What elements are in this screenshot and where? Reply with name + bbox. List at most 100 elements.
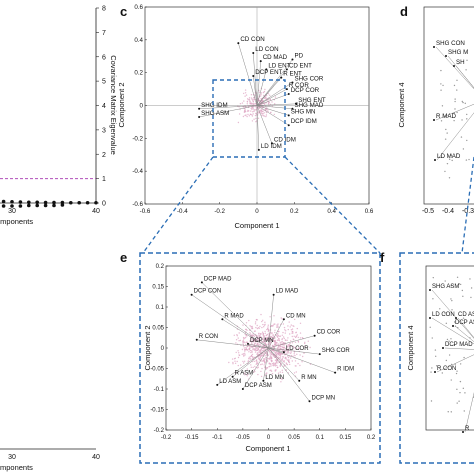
observation-point bbox=[454, 98, 456, 100]
observation-point bbox=[278, 338, 280, 340]
observation-point bbox=[260, 98, 262, 100]
loading-vector-label: R MAD bbox=[436, 113, 456, 120]
xtick-label: 0.4 bbox=[327, 208, 336, 215]
observation-point bbox=[257, 112, 259, 114]
observation-point bbox=[259, 340, 261, 342]
loading-vector bbox=[191, 294, 269, 349]
observation-point bbox=[252, 339, 254, 341]
d-xtick-label: -0.4 bbox=[442, 208, 454, 215]
observation-point bbox=[447, 411, 449, 413]
observation-point bbox=[296, 353, 298, 355]
ytick-label: -0.15 bbox=[150, 408, 164, 414]
observation-point bbox=[244, 352, 246, 354]
xtick-label: 0.05 bbox=[288, 435, 300, 441]
loading-vector-tip bbox=[257, 148, 260, 151]
observation-point bbox=[302, 355, 304, 358]
observation-point bbox=[277, 372, 280, 374]
ytick-label: -0.2 bbox=[154, 428, 165, 434]
cum-xtick-label: 40 bbox=[92, 454, 100, 461]
observation-point bbox=[278, 335, 280, 337]
observation-point bbox=[307, 340, 309, 342]
observation-point bbox=[278, 347, 280, 349]
observation-point bbox=[279, 342, 281, 344]
loading-vector-label: CD AS bbox=[458, 312, 474, 318]
observation-point bbox=[256, 344, 258, 346]
observation-point bbox=[287, 351, 289, 353]
observation-point bbox=[246, 345, 249, 348]
loading-vector-tip bbox=[282, 351, 285, 354]
observation-point bbox=[274, 103, 276, 105]
observation-point bbox=[244, 108, 246, 110]
loading-vector-label: DCP AS bbox=[455, 320, 474, 326]
observation-point bbox=[450, 154, 452, 156]
loading-vector-label: R COR bbox=[289, 82, 309, 89]
loading-vector-label: CD MN bbox=[286, 313, 306, 319]
observation-point bbox=[263, 341, 265, 343]
observation-point bbox=[277, 326, 279, 329]
observation-point bbox=[241, 353, 243, 356]
observation-point bbox=[243, 347, 245, 349]
loading-vector-tip bbox=[282, 318, 285, 321]
observation-point bbox=[446, 162, 449, 165]
eigen-point bbox=[60, 200, 65, 205]
ytick-label: 0.2 bbox=[134, 70, 143, 77]
observation-point bbox=[448, 340, 450, 342]
observation-point bbox=[289, 363, 291, 366]
d-y-label: Component 4 bbox=[397, 82, 406, 127]
ytick-label: 0.05 bbox=[152, 326, 164, 332]
observation-point bbox=[294, 354, 296, 357]
loading-vector bbox=[268, 347, 336, 373]
observation-point bbox=[295, 348, 297, 350]
observation-point bbox=[275, 351, 278, 353]
observation-point bbox=[257, 349, 259, 352]
observation-point bbox=[270, 370, 273, 372]
observation-point bbox=[289, 342, 291, 345]
eigen-point bbox=[94, 200, 98, 205]
loading-vector-label: DCP MAD bbox=[204, 276, 232, 282]
observation-point bbox=[274, 329, 276, 331]
observation-point bbox=[445, 128, 447, 131]
observation-point bbox=[289, 326, 291, 328]
observation-point bbox=[250, 350, 253, 352]
ytick-label: 0 bbox=[161, 346, 165, 352]
observation-point bbox=[252, 106, 254, 108]
observation-point bbox=[255, 326, 257, 329]
observation-point bbox=[271, 354, 273, 356]
observation-point bbox=[272, 362, 274, 365]
loading-vector-tip bbox=[452, 325, 454, 327]
observation-point bbox=[253, 103, 255, 105]
ytick-label: 0.2 bbox=[156, 264, 165, 270]
observation-point bbox=[456, 388, 458, 391]
xtick-label: -0.6 bbox=[140, 208, 151, 215]
loading-vector bbox=[256, 105, 293, 110]
loading-vector bbox=[464, 392, 474, 433]
observation-point bbox=[233, 334, 235, 336]
loading-vector-label: LD CON bbox=[255, 46, 278, 53]
observation-point bbox=[238, 332, 240, 334]
observation-point bbox=[245, 343, 247, 346]
observation-point bbox=[266, 328, 268, 331]
observation-point bbox=[256, 353, 258, 355]
observation-point bbox=[276, 333, 278, 335]
observation-point bbox=[283, 344, 285, 346]
observation-point bbox=[232, 361, 234, 364]
observation-point bbox=[265, 97, 267, 99]
observation-point bbox=[456, 276, 459, 279]
loading-vector-label: SHG M bbox=[448, 49, 468, 56]
zoom-frame-f bbox=[399, 252, 474, 464]
observation-point bbox=[266, 337, 268, 340]
loading-vector bbox=[435, 103, 474, 121]
ytick-label: 0.15 bbox=[152, 285, 164, 291]
observation-point bbox=[274, 323, 276, 325]
observation-point bbox=[290, 345, 293, 347]
observation-point bbox=[239, 339, 242, 342]
observation-point bbox=[252, 366, 254, 369]
observation-point bbox=[251, 108, 253, 111]
ytick-label: -0.6 bbox=[132, 201, 143, 208]
loading-vector bbox=[238, 43, 258, 106]
observation-point bbox=[251, 338, 253, 340]
eigen-point bbox=[69, 200, 73, 205]
observation-point bbox=[262, 337, 264, 339]
observation-point bbox=[260, 348, 263, 350]
loading-vector-label: R ENT bbox=[283, 71, 302, 78]
